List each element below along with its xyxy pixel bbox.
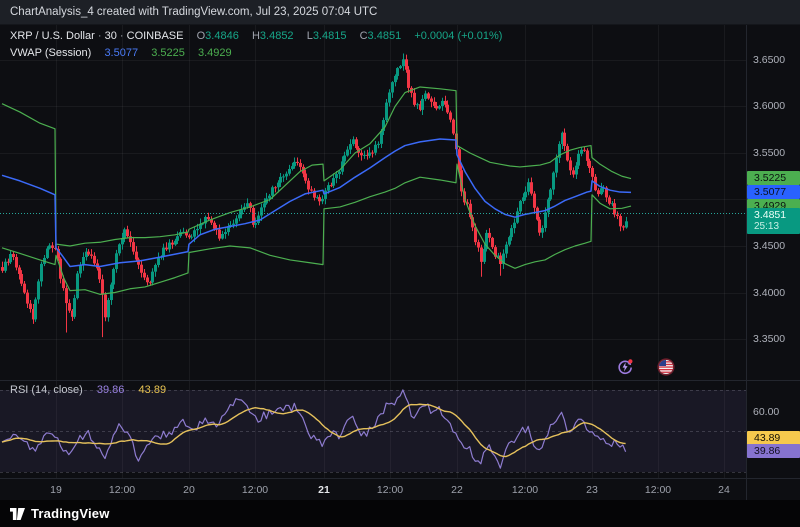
rsi-ma-badge: 43.89	[747, 431, 800, 445]
price-axis-label: 3.6500	[753, 54, 786, 66]
time-axis-label: 20	[183, 484, 195, 496]
rsi-indicator-name: RSI (14, close)	[10, 384, 83, 396]
price-axis-label: 3.6000	[753, 100, 786, 112]
time-axis[interactable]: 19 12:00 20 12:00 21 12:00 22 12:00 23 12:00 24	[0, 479, 746, 500]
vwap-upper-band-badge: 3.5225	[747, 171, 800, 185]
rsi-axis-label: 60.00	[753, 406, 780, 418]
us-flag-event-icon[interactable]	[657, 358, 675, 376]
last-price-badge: 3.4851 25:13	[747, 208, 800, 234]
vwap-legend-row: VWAP (Session) 3.5077 3.5225 3.4929	[10, 46, 502, 61]
vwap-current-value: 3.5077	[104, 47, 139, 59]
vwap-indicator-name: VWAP (Session)	[10, 47, 92, 59]
price-axis-label: 3.5500	[753, 147, 786, 159]
vwap-lower-value: 3.4929	[198, 47, 232, 59]
vwap-badge: 3.5077	[747, 185, 800, 199]
open-value: 3.4846	[205, 30, 239, 42]
symbol-name: XRP / U.S. Dollar	[10, 30, 95, 42]
time-axis-label: 24	[718, 484, 730, 496]
time-axis-label: 22	[451, 484, 463, 496]
time-axis-label: 19	[50, 484, 62, 496]
price-axis[interactable]: 3.6500 3.6000 3.5500 3.4500 3.4000 3.3500 60.0…	[747, 25, 800, 480]
time-axis-label: 12:00	[644, 484, 672, 496]
rsi-badge: 39.86	[747, 444, 800, 458]
main-chart-legend: XRP / U.S. Dollar · 30 · COINBASE O3.484…	[10, 29, 502, 63]
export-title: ChartAnalysis_4 created with TradingView…	[10, 6, 378, 18]
time-axis-label: 12:00	[511, 484, 539, 496]
open-label: O	[196, 30, 206, 42]
price-axis-label: 3.3500	[753, 333, 786, 345]
high-label: H	[251, 30, 260, 42]
exchange-label: COINBASE	[126, 30, 184, 42]
close-label: C	[359, 30, 368, 42]
price-axis-label: 3.4500	[753, 240, 786, 252]
tradingview-brand-text: TradingView	[31, 506, 110, 521]
vwap-upper-value: 3.5225	[151, 47, 185, 59]
tradingview-logo-icon	[10, 507, 25, 520]
change-value: +0.0004 (+0.01%)	[414, 30, 503, 42]
interval-label: 30	[104, 30, 117, 42]
time-axis-label: 12:00	[241, 484, 269, 496]
export-title-bar: ChartAnalysis_4 created with TradingView…	[0, 0, 800, 25]
low-label: L	[306, 30, 313, 42]
symbol-legend-row: XRP / U.S. Dollar · 30 · COINBASE O3.484…	[10, 30, 503, 42]
rsi-current-value: 39.86	[96, 384, 125, 396]
high-value: 3.4852	[259, 30, 294, 42]
rsi-ma-value: 43.89	[138, 384, 167, 396]
tradingview-footer: TradingView	[0, 500, 800, 527]
time-axis-label: 21	[318, 484, 330, 496]
rsi-legend-row: RSI (14, close) 39.86 43.89	[10, 384, 166, 396]
price-axis-label: 3.4000	[753, 287, 786, 299]
refresh-bolt-event-icon[interactable]	[615, 357, 635, 377]
close-value: 3.4851	[367, 30, 402, 42]
time-axis-label: 12:00	[108, 484, 136, 496]
time-axis-label: 23	[586, 484, 598, 496]
low-value: 3.4815	[312, 30, 347, 42]
time-axis-label: 12:00	[376, 484, 404, 496]
